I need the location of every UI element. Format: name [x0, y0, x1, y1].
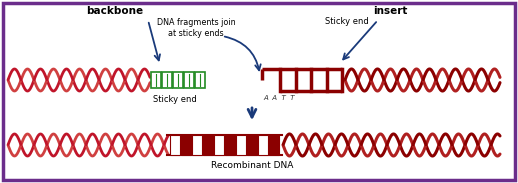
Text: Recombinant DNA: Recombinant DNA	[211, 162, 293, 171]
Bar	[181, 135, 191, 155]
Bar	[203, 135, 213, 155]
Bar	[195, 72, 205, 88]
Text: A  A  T  T: A A T T	[263, 95, 295, 101]
Bar	[236, 135, 246, 155]
Text: backbone: backbone	[87, 6, 143, 16]
Text: insert: insert	[373, 6, 407, 16]
Bar	[184, 72, 194, 88]
Bar	[173, 72, 183, 88]
Bar	[162, 72, 172, 88]
Bar	[214, 135, 224, 155]
Text: DNA fragments join
at sticky ends: DNA fragments join at sticky ends	[156, 18, 235, 38]
Bar	[258, 135, 268, 155]
Bar	[192, 135, 202, 155]
Bar	[247, 135, 257, 155]
Bar	[269, 135, 279, 155]
Text: Sticky end: Sticky end	[153, 94, 197, 104]
Bar	[225, 135, 235, 155]
Bar	[170, 135, 180, 155]
Text: Sticky end: Sticky end	[325, 18, 369, 27]
Bar	[151, 72, 161, 88]
